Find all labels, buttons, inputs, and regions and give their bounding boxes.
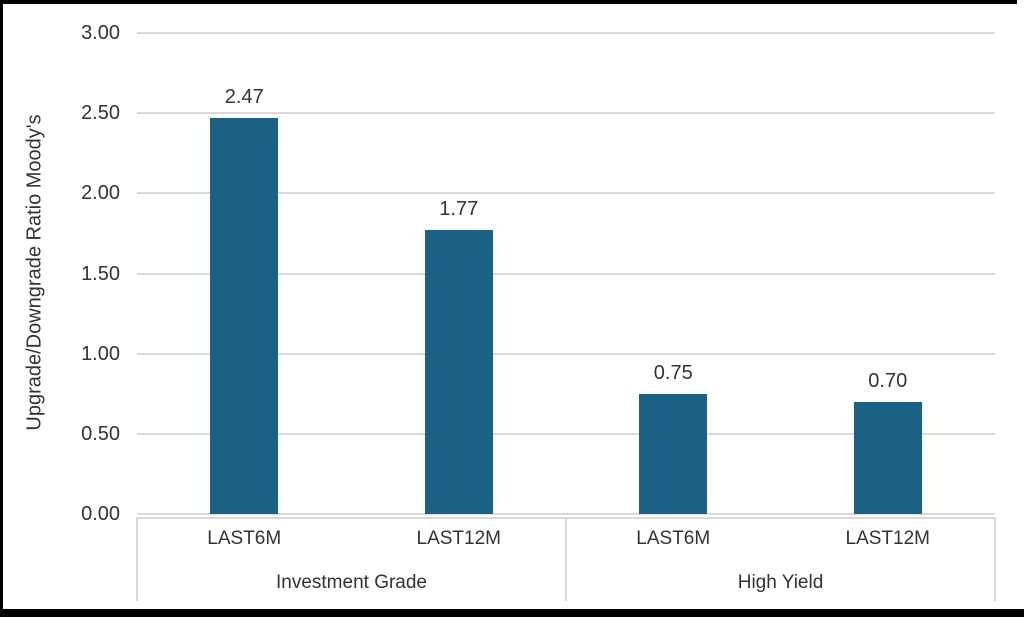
left-border bbox=[0, 0, 3, 610]
top-border bbox=[0, 0, 1017, 4]
bar-value-label: 1.77 bbox=[439, 198, 479, 221]
gridline bbox=[137, 352, 995, 355]
bar bbox=[639, 393, 708, 514]
bar bbox=[210, 117, 279, 514]
y-tick-label: 1.50 bbox=[81, 262, 120, 285]
bar bbox=[424, 230, 493, 514]
category-group-label: Investment Grade bbox=[275, 572, 428, 593]
gridline bbox=[137, 32, 995, 34]
y-tick-label: 1.00 bbox=[81, 342, 120, 365]
y-tick-label: 2.50 bbox=[81, 102, 120, 125]
y-tick-label: 3.00 bbox=[81, 22, 120, 44]
category-axis-left-border bbox=[136, 517, 138, 601]
category-axis-right-border bbox=[994, 517, 996, 601]
bar-value-label: 0.75 bbox=[653, 361, 693, 384]
category-tick-label: LAST6M bbox=[636, 528, 711, 549]
category-tick-label: LAST12M bbox=[845, 528, 930, 549]
gridline bbox=[137, 112, 995, 115]
category-group-label: High Yield bbox=[737, 572, 824, 593]
gridline bbox=[137, 192, 995, 195]
gridline bbox=[137, 432, 995, 435]
bottom-border bbox=[0, 609, 1024, 617]
y-tick-label: 2.00 bbox=[81, 182, 120, 205]
bar bbox=[853, 401, 922, 514]
y-tick-label: 0.50 bbox=[81, 422, 120, 445]
gridline bbox=[137, 272, 995, 275]
category-tick-label: LAST12M bbox=[416, 528, 501, 549]
group-divider bbox=[565, 517, 567, 601]
bar-value-label: 2.47 bbox=[224, 85, 264, 108]
category-tick-label: LAST6M bbox=[207, 528, 282, 549]
bar-value-label: 0.70 bbox=[868, 369, 908, 392]
gridline bbox=[137, 513, 995, 515]
y-tick-label: 0.00 bbox=[81, 503, 120, 525]
